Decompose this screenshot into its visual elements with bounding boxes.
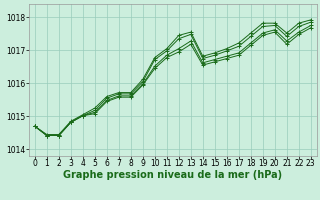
X-axis label: Graphe pression niveau de la mer (hPa): Graphe pression niveau de la mer (hPa) (63, 170, 282, 180)
